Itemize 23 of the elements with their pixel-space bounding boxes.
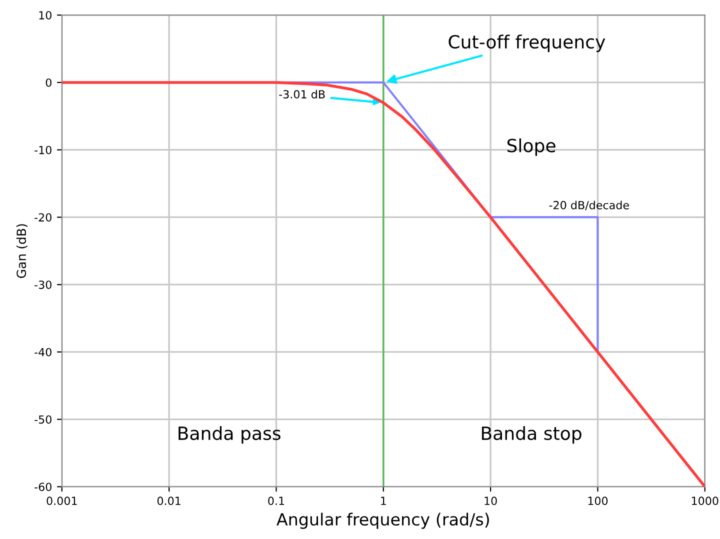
x-tick-label: 0.01 — [157, 496, 180, 506]
x-tick-label: 0.001 — [46, 496, 77, 506]
annotation: -3.01 dB — [279, 90, 325, 98]
x-tick-label: 10 — [484, 496, 497, 506]
x-tick-label: 100 — [588, 496, 608, 506]
y-tick-label: -10 — [34, 146, 52, 154]
y-tick-label: -20 — [34, 213, 52, 222]
x-axis-title: Angular frequency (rad/s) — [276, 512, 489, 529]
y-tick-label: -50 — [34, 415, 52, 424]
y-tick-label: 10 — [39, 11, 52, 20]
annotation: Cut-off frequency — [448, 34, 606, 52]
y-tick-label: -60 — [34, 482, 52, 492]
y-tick-label: -30 — [34, 280, 52, 289]
y-axis-title: Gan (dB) — [16, 224, 28, 278]
y-tick-label: 0 — [46, 78, 52, 87]
x-tick-label: 1 — [381, 496, 386, 505]
y-tick-label: -40 — [34, 348, 52, 356]
x-tick-label: 0.1 — [268, 496, 284, 506]
x-tick-label: 1000 — [692, 496, 718, 506]
annotation: Banda stop — [482, 426, 582, 444]
annotation: -20 dB/decade — [549, 200, 629, 210]
annotation: Banda pass — [178, 426, 280, 444]
annotation: Slope — [507, 138, 556, 156]
